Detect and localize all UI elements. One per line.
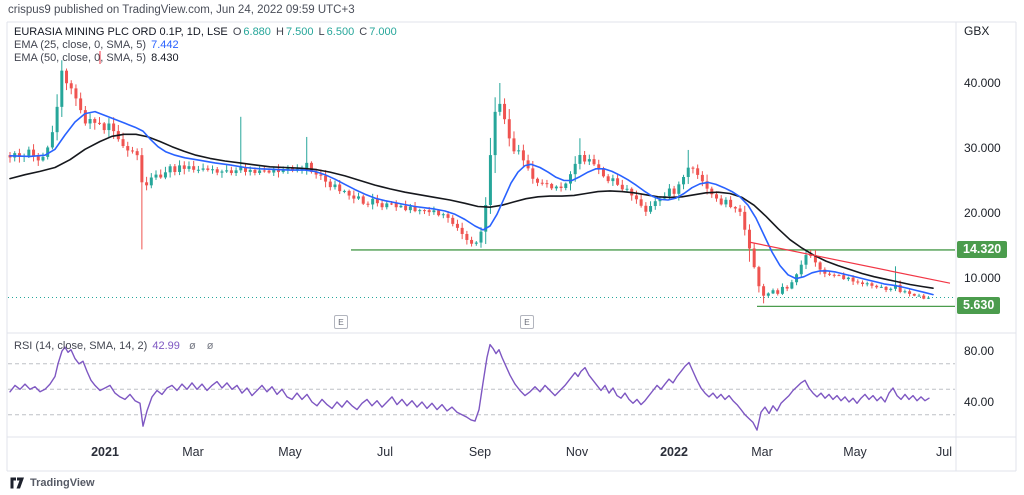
rsi-hidden-values: ø ø xyxy=(188,340,218,352)
open-key: O xyxy=(232,26,242,38)
price-tick-label: 40.000 xyxy=(964,76,1001,90)
time-tick-label: Jul xyxy=(377,445,393,459)
tradingview-branding[interactable]: TradingView xyxy=(10,477,95,489)
time-tick-label: 2022 xyxy=(660,445,688,459)
tradingview-logo-text[interactable]: TradingView xyxy=(30,477,95,489)
rsi-value: 42.99 xyxy=(152,340,180,352)
time-tick-label: Mar xyxy=(751,445,773,459)
snapshot-attribution: crispus9 published on TradingView.com, J… xyxy=(8,4,355,16)
time-tick-label: Mar xyxy=(182,445,204,459)
high-value: 7.500 xyxy=(285,26,314,38)
low-key: L xyxy=(318,26,325,38)
time-tick-label: Nov xyxy=(565,445,589,459)
symbol-legend-row[interactable]: EURASIA MINING PLC ORD 0.1P, 1D, LSE O 6.… xyxy=(14,26,399,38)
price-tick-label: 30.000 xyxy=(964,141,1001,155)
time-tick-label: Sep xyxy=(468,445,492,459)
rsi-tick-label: 80.00 xyxy=(964,344,995,358)
level-price-label: 5.630 xyxy=(957,297,1001,315)
ema25-value: 7.442 xyxy=(151,39,179,51)
time-axis[interactable]: 2021 Mar May Jul Sep Nov 2022 Mar May Jul xyxy=(7,438,956,471)
close-value: 7.000 xyxy=(369,26,397,38)
ema25-label: EMA (25, close, 0, SMA, 5) xyxy=(14,39,147,51)
time-tick-label: Jul xyxy=(936,445,952,459)
low-value: 6.500 xyxy=(326,26,355,38)
rsi-label: RSI (14, close, SMA, 14, 2) xyxy=(14,340,148,352)
time-tick-label: May xyxy=(843,445,867,459)
currency-unit-label: GBX xyxy=(964,24,990,38)
rsi-legend-row[interactable]: RSI (14, close, SMA, 14, 2) 42.99 ø ø xyxy=(14,340,219,352)
price-tick-label: 10.000 xyxy=(964,271,1001,285)
level-price-label: 14.320 xyxy=(957,240,1008,258)
time-tick-label: May xyxy=(278,445,302,459)
earnings-marker[interactable]: E xyxy=(334,315,348,329)
high-key: H xyxy=(275,26,284,38)
tradingview-logo-icon[interactable] xyxy=(10,477,25,489)
earnings-marker[interactable]: E xyxy=(520,315,534,329)
ema50-value: 8.430 xyxy=(151,52,179,64)
ema25-legend-row[interactable]: EMA (25, close, 0, SMA, 5) 7.442 xyxy=(14,39,181,51)
rsi-tick-label: 40.00 xyxy=(964,395,995,409)
ema50-label: EMA (50, close, 0, SMA, 5) xyxy=(14,52,147,64)
open-value: 6.880 xyxy=(243,26,271,38)
close-key: C xyxy=(359,26,368,38)
time-tick-label: 2021 xyxy=(91,445,119,459)
ema50-legend-row[interactable]: EMA (50, close, 0, SMA, 5) 8.430 xyxy=(14,52,181,64)
symbol-title: EURASIA MINING PLC ORD 0.1P, 1D, LSE xyxy=(14,26,228,38)
price-tick-label: 20.000 xyxy=(964,206,1001,220)
price-axis[interactable]: GBX 40.000 30.000 20.000 10.000 14.320 5.630 8… xyxy=(956,22,1016,471)
